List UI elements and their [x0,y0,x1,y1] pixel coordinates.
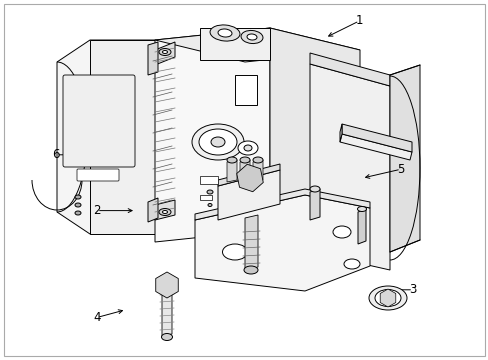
Polygon shape [148,198,158,222]
Polygon shape [339,124,341,142]
Ellipse shape [226,157,237,163]
Polygon shape [195,195,369,291]
Ellipse shape [240,157,249,163]
Polygon shape [309,64,389,270]
Ellipse shape [343,259,359,269]
Polygon shape [389,65,419,252]
Polygon shape [155,28,269,242]
Polygon shape [218,164,280,186]
Ellipse shape [238,141,258,155]
Ellipse shape [241,31,263,44]
Polygon shape [244,215,258,270]
Ellipse shape [222,244,247,260]
Ellipse shape [357,207,366,211]
Polygon shape [162,286,172,336]
FancyBboxPatch shape [200,176,218,184]
Ellipse shape [162,50,167,54]
Polygon shape [57,40,155,234]
Ellipse shape [246,34,257,40]
Ellipse shape [75,203,81,207]
Polygon shape [155,28,359,62]
Polygon shape [148,42,158,75]
Ellipse shape [210,25,240,41]
Text: 2: 2 [93,204,101,217]
Ellipse shape [244,145,251,151]
Polygon shape [357,209,365,244]
Polygon shape [252,160,263,182]
Ellipse shape [192,124,244,160]
Polygon shape [226,160,237,182]
Ellipse shape [332,226,350,238]
Ellipse shape [210,137,224,147]
Ellipse shape [206,190,213,194]
Ellipse shape [374,289,400,306]
Polygon shape [195,189,369,220]
Ellipse shape [244,266,258,274]
Ellipse shape [75,211,81,215]
Text: 3: 3 [408,283,416,296]
FancyBboxPatch shape [77,169,119,181]
Polygon shape [240,160,249,182]
Ellipse shape [252,157,263,163]
Ellipse shape [162,211,167,213]
Polygon shape [269,28,359,252]
Polygon shape [155,42,175,65]
Text: 1: 1 [355,14,363,27]
Ellipse shape [199,129,237,155]
Polygon shape [309,189,319,220]
Ellipse shape [309,186,319,192]
Ellipse shape [75,195,81,199]
Polygon shape [341,124,411,152]
Text: 5: 5 [396,163,404,176]
FancyBboxPatch shape [200,195,212,200]
Text: 6: 6 [52,148,60,161]
Polygon shape [155,200,175,220]
Polygon shape [339,134,411,160]
FancyBboxPatch shape [63,75,135,167]
Text: 4: 4 [93,311,101,324]
Ellipse shape [161,333,172,341]
Polygon shape [218,170,280,220]
FancyBboxPatch shape [235,75,257,105]
Ellipse shape [207,203,212,207]
Polygon shape [90,40,155,234]
Ellipse shape [368,286,406,310]
Polygon shape [200,28,269,60]
Ellipse shape [159,208,171,216]
Polygon shape [309,53,389,86]
Ellipse shape [159,49,171,55]
Ellipse shape [218,29,231,37]
